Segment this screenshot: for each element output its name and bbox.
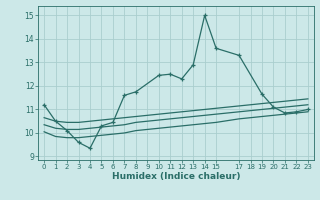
- X-axis label: Humidex (Indice chaleur): Humidex (Indice chaleur): [112, 172, 240, 181]
